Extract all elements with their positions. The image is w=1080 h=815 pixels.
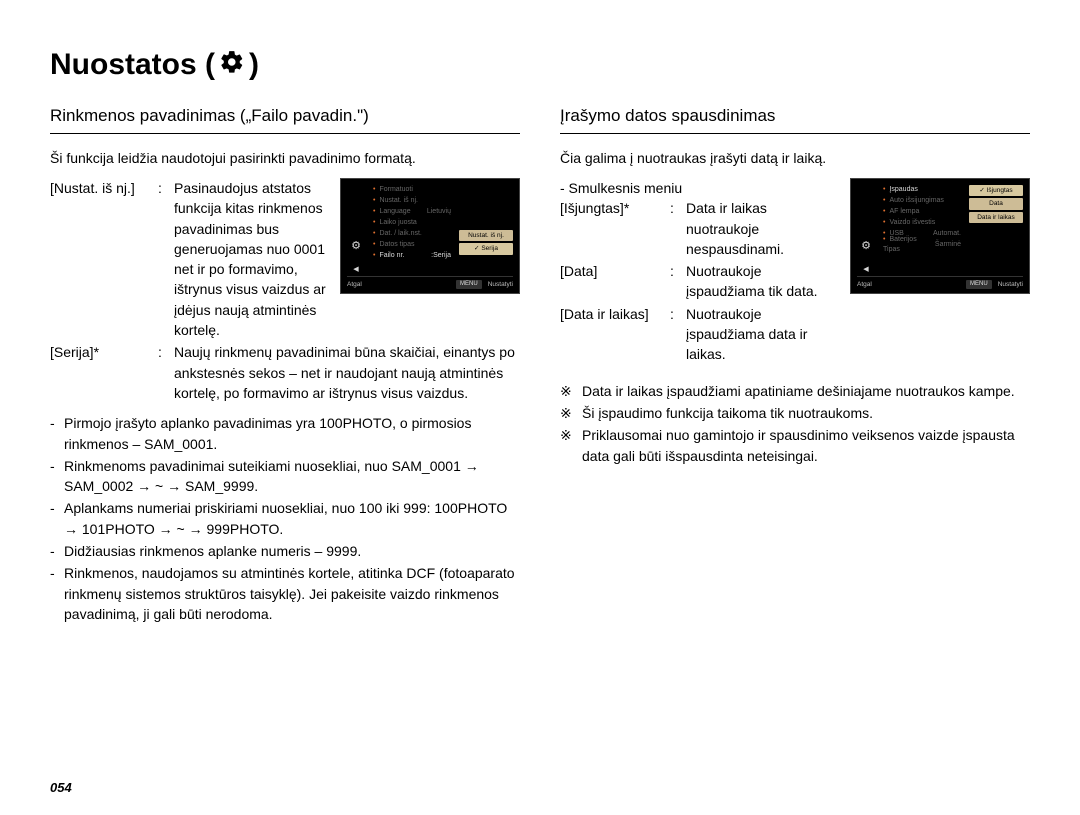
gear-icon [219, 49, 245, 82]
back-icon: ◀ [353, 265, 358, 275]
lcd-option: Data ir laikas [969, 212, 1023, 223]
right-def-row: [Data ir laikas] : Nuotraukoje įspaudžia… [560, 304, 840, 365]
right-notes: ※Data ir laikas įspaudžiami apatiniame d… [560, 381, 1030, 466]
left-intro: Ši funkcija leidžia naudotojui pasirinkt… [50, 148, 520, 168]
page-title: Nuostatos ( ) [50, 48, 1030, 82]
left-def-row: [Nustat. iš nj.] : Pasinaudojus atstatos… [50, 178, 330, 340]
gear-icon: ⚙ [351, 239, 361, 255]
lcd-option-selected: ✓ Išjungtas [969, 185, 1023, 196]
right-def-row: [Data] : Nuotraukoje įspaudžiama tik dat… [560, 261, 840, 302]
def-term: [Nustat. iš nj.] [50, 178, 158, 198]
title-suffix: ) [249, 48, 259, 82]
lcd-option-selected: ✓ Serija [459, 243, 513, 254]
left-bullets: -Pirmojo įrašyto aplanko pavadinimas yra… [50, 413, 520, 624]
title-prefix: Nuostatos ( [50, 48, 215, 82]
submenu-label: - Smulkesnis meniu [560, 178, 840, 198]
lcd-option: Nustat. iš nj. [459, 230, 513, 241]
left-column: Rinkmenos pavadinimas („Failo pavadin.")… [50, 104, 520, 626]
left-heading: Rinkmenos pavadinimas („Failo pavadin.") [50, 104, 520, 134]
lcd-option: Data [969, 198, 1023, 209]
camera-lcd-filename: ⚙ ◀ •Formatuoti •Nustat. iš nj. •Languag… [340, 178, 520, 294]
right-heading: Įrašymo datos spausdinimas [560, 104, 1030, 134]
def-desc: Naujų rinkmenų pavadinimai būna skaičiai… [174, 342, 520, 403]
right-intro: Čia galima į nuotraukas įrašyti datą ir … [560, 148, 1030, 168]
def-desc: Pasinaudojus atstatos funkcija kitas rin… [174, 178, 330, 340]
right-def-row: [Išjungtas]* : Data ir laikas nuotraukoj… [560, 198, 840, 259]
camera-lcd-imprint: ⚙ ◀ •Įspaudas •Auto išsijungimas •AF lem… [850, 178, 1030, 294]
page-number: 054 [50, 780, 72, 795]
left-def-row: [Serija]* : Naujų rinkmenų pavadinimai b… [50, 342, 520, 403]
back-icon: ◀ [863, 265, 868, 275]
right-column: Įrašymo datos spausdinimas Čia galima į … [560, 104, 1030, 626]
gear-icon: ⚙ [861, 239, 871, 255]
def-term: [Serija]* [50, 342, 158, 362]
